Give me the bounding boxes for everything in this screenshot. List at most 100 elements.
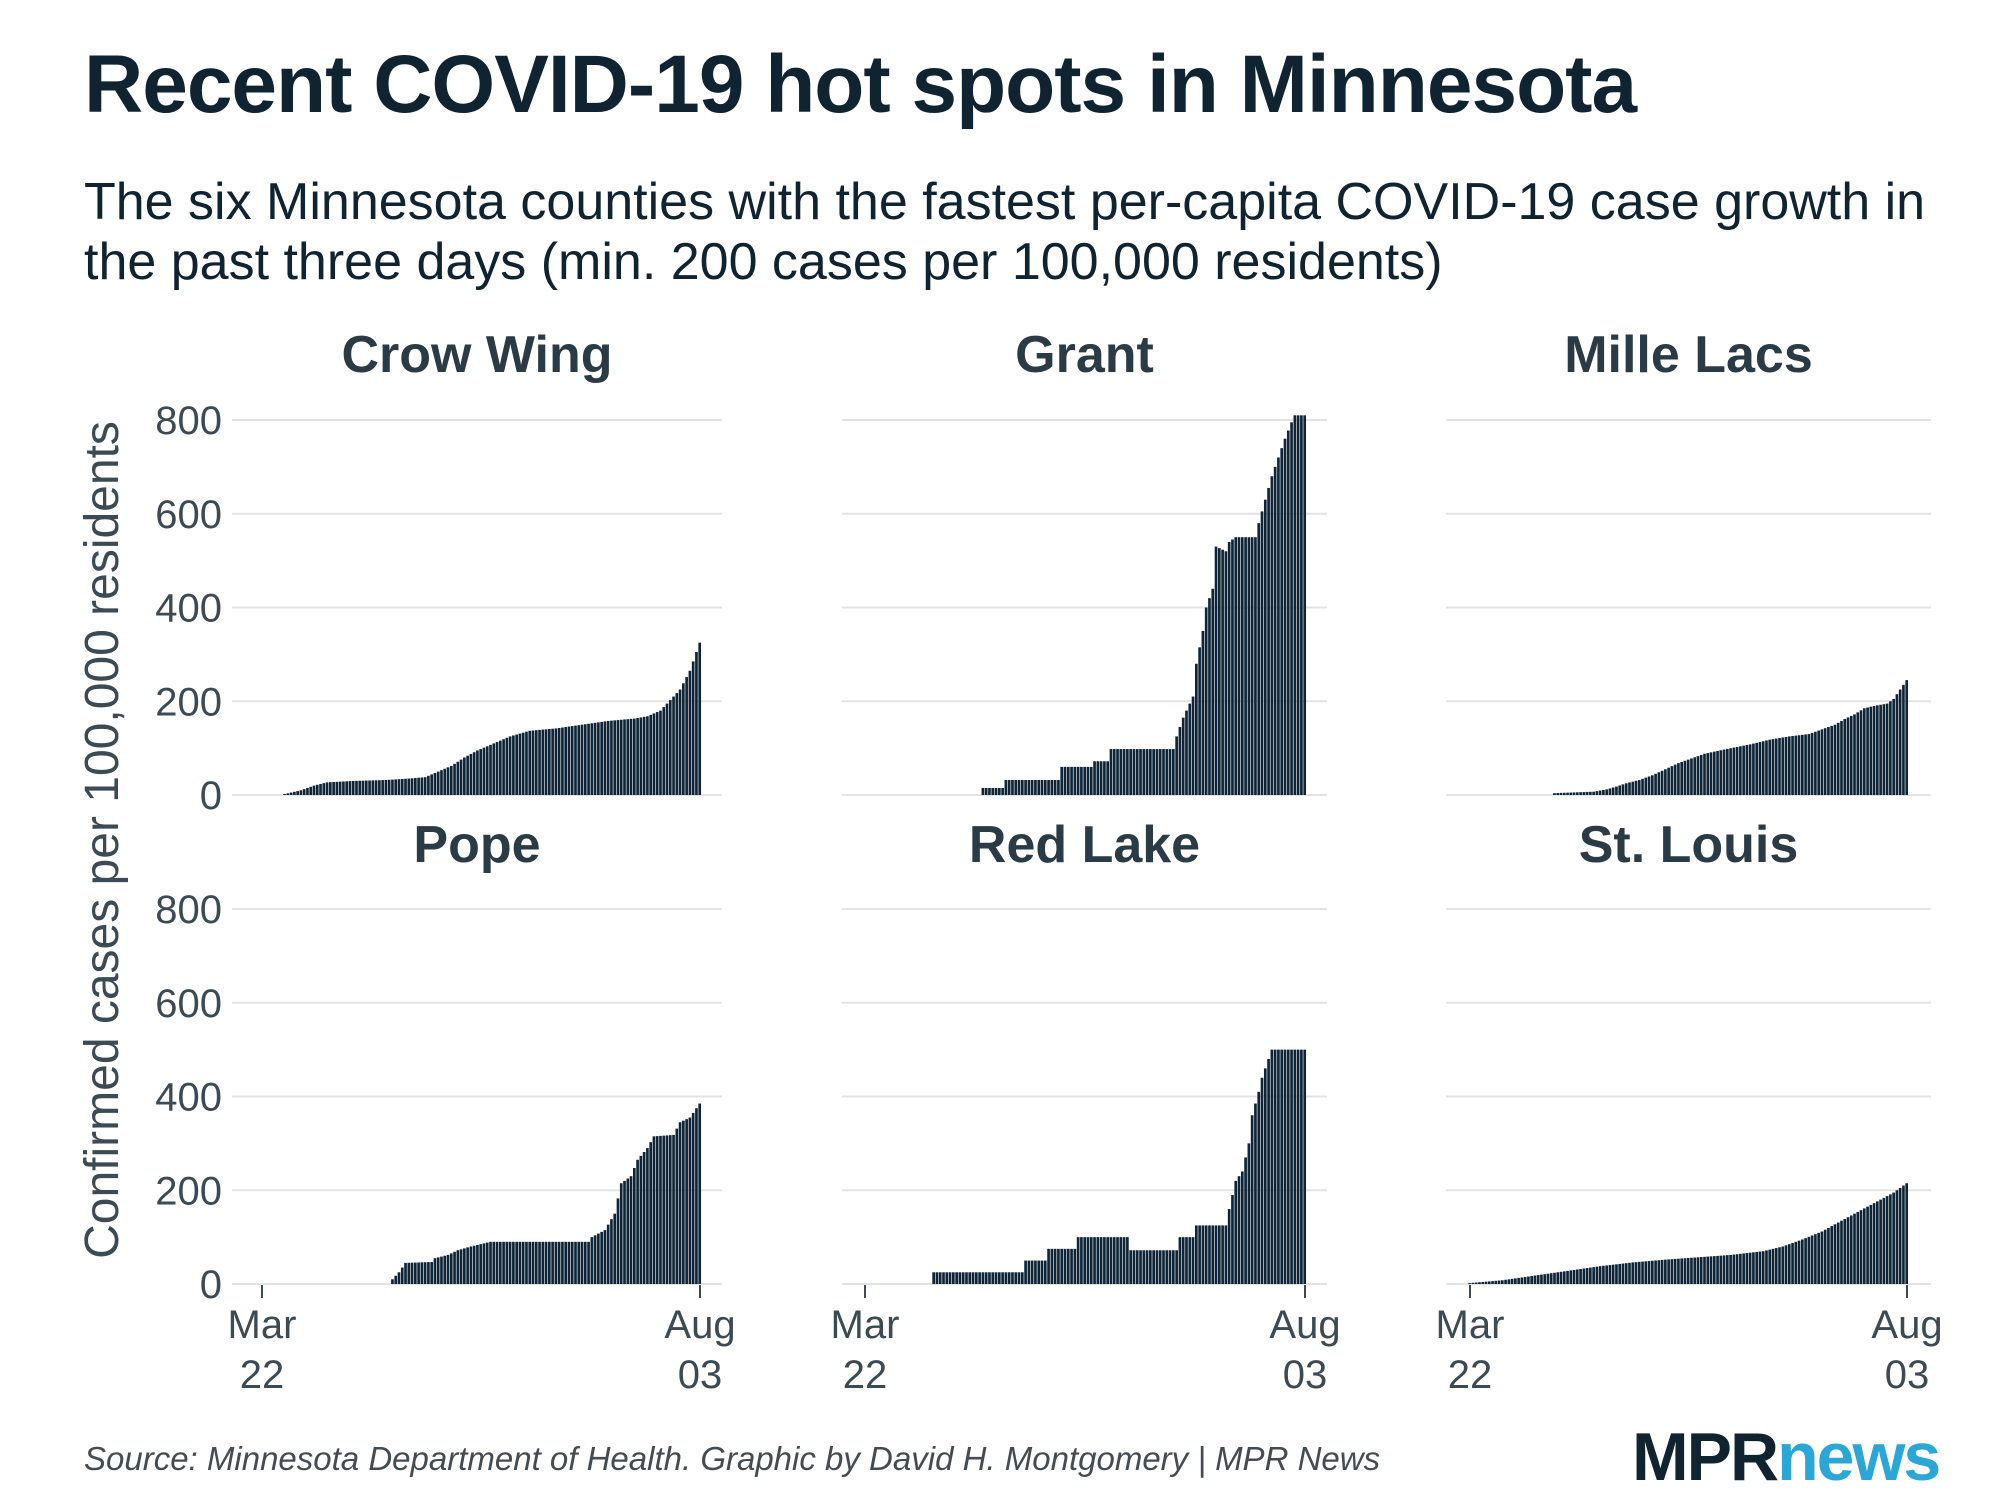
bar bbox=[655, 1136, 659, 1284]
bar bbox=[938, 1272, 942, 1284]
bar bbox=[1598, 790, 1602, 795]
bar bbox=[345, 781, 349, 795]
bar bbox=[1810, 1235, 1814, 1284]
bar bbox=[1195, 1225, 1198, 1284]
bar bbox=[387, 779, 391, 795]
bar bbox=[1761, 741, 1765, 795]
bar bbox=[632, 1167, 636, 1284]
bar bbox=[1898, 689, 1902, 795]
bar bbox=[965, 1272, 968, 1284]
bar bbox=[1784, 736, 1788, 795]
bar bbox=[413, 1262, 417, 1284]
bar bbox=[512, 735, 515, 795]
bar bbox=[1719, 1255, 1723, 1284]
bar bbox=[1585, 1268, 1589, 1284]
bar bbox=[984, 1272, 988, 1284]
bar bbox=[1804, 734, 1807, 795]
bar bbox=[1270, 1049, 1274, 1285]
bar bbox=[299, 790, 303, 795]
bar bbox=[1814, 1234, 1817, 1284]
bar bbox=[675, 1128, 679, 1284]
bar bbox=[309, 786, 313, 795]
bar bbox=[1290, 422, 1293, 795]
bar bbox=[988, 787, 991, 795]
bar bbox=[1034, 1260, 1037, 1284]
bar bbox=[544, 729, 548, 795]
bar bbox=[368, 780, 371, 795]
bar bbox=[1027, 1260, 1031, 1284]
bar bbox=[1680, 1258, 1684, 1284]
bar bbox=[319, 783, 322, 795]
bar bbox=[1722, 1255, 1726, 1284]
bar bbox=[1060, 766, 1064, 796]
bar bbox=[1791, 1242, 1794, 1284]
bar bbox=[338, 781, 342, 795]
bar bbox=[420, 777, 424, 795]
bar bbox=[1471, 1282, 1475, 1284]
bar bbox=[1109, 749, 1113, 795]
bar bbox=[1070, 766, 1073, 796]
bar bbox=[1693, 757, 1697, 795]
bar bbox=[1840, 1220, 1843, 1284]
bar bbox=[1086, 766, 1090, 796]
bar bbox=[1240, 1171, 1244, 1284]
bar bbox=[1520, 1277, 1524, 1284]
bar bbox=[423, 1262, 427, 1284]
bar bbox=[1673, 764, 1677, 795]
bar bbox=[600, 721, 603, 796]
bar bbox=[698, 642, 702, 795]
bar bbox=[1774, 1248, 1778, 1284]
bar bbox=[1149, 749, 1152, 795]
bar bbox=[626, 1178, 630, 1284]
bar bbox=[1286, 1049, 1290, 1285]
bar bbox=[662, 1135, 666, 1284]
bar bbox=[1618, 785, 1622, 795]
bar bbox=[1628, 782, 1631, 795]
bar bbox=[1735, 1254, 1739, 1284]
bar bbox=[1126, 749, 1129, 795]
bar bbox=[492, 743, 496, 795]
bar bbox=[994, 1272, 998, 1284]
bar bbox=[1181, 717, 1185, 795]
bar bbox=[534, 1241, 538, 1284]
small-multiples-chart: Confirmed cases per 100,000 residents 0 2… bbox=[76, 326, 1943, 1397]
bar bbox=[1729, 748, 1732, 795]
chart-subtitle: The six Minnesota counties with the fast… bbox=[84, 173, 1926, 291]
bar bbox=[1224, 551, 1228, 795]
bar bbox=[423, 777, 427, 795]
bar bbox=[1562, 1271, 1566, 1284]
bar bbox=[968, 1272, 972, 1284]
bar bbox=[322, 783, 326, 795]
bar bbox=[325, 782, 329, 795]
bar bbox=[1014, 1272, 1018, 1284]
y-tick-label: 0 bbox=[200, 1263, 222, 1307]
bar bbox=[502, 739, 505, 795]
bar bbox=[1608, 1265, 1612, 1284]
bar bbox=[1076, 1237, 1080, 1285]
bar bbox=[1536, 1275, 1540, 1284]
bar bbox=[1004, 780, 1008, 795]
bar bbox=[1224, 1225, 1228, 1284]
bar bbox=[649, 1142, 653, 1284]
bar bbox=[1063, 1248, 1067, 1284]
x-tick-label: 03 bbox=[1885, 1353, 1930, 1397]
bar bbox=[1885, 703, 1889, 795]
bar bbox=[1765, 1250, 1768, 1284]
bar bbox=[1037, 1260, 1041, 1284]
bar bbox=[1073, 1248, 1077, 1284]
bar bbox=[1011, 780, 1014, 795]
bar bbox=[1214, 1225, 1218, 1284]
bar bbox=[1592, 1267, 1595, 1285]
bar bbox=[459, 1249, 463, 1284]
bar bbox=[1099, 761, 1103, 795]
bar bbox=[1053, 780, 1057, 795]
bar bbox=[1797, 735, 1801, 795]
bar bbox=[675, 693, 679, 795]
bar bbox=[440, 1256, 443, 1284]
bar bbox=[1709, 752, 1713, 795]
bar bbox=[1546, 1273, 1550, 1284]
bar bbox=[1063, 766, 1067, 796]
bar bbox=[1020, 1272, 1024, 1284]
bar bbox=[1139, 1250, 1142, 1284]
bar bbox=[1158, 1250, 1162, 1284]
